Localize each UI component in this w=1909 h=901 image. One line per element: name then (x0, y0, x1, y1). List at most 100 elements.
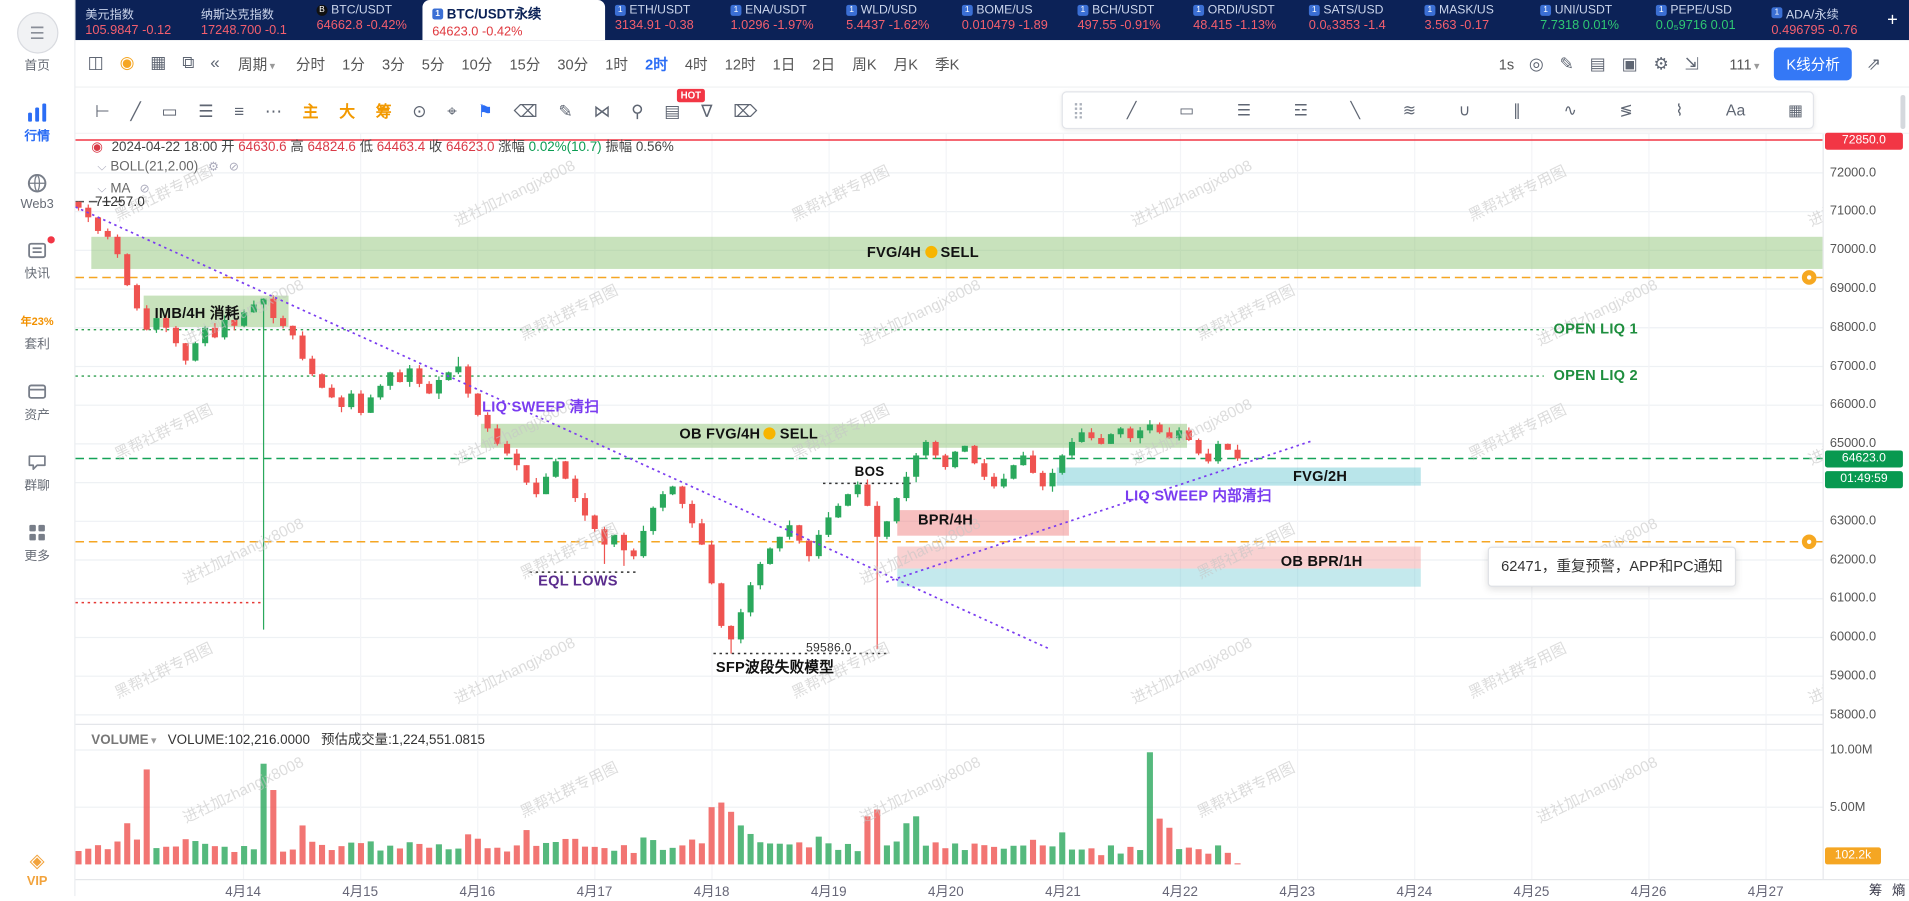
kline-analysis-button[interactable]: K线分析 (1774, 47, 1853, 81)
period-10分[interactable]: 10分 (461, 55, 493, 73)
draw-icon[interactable]: ✎ (1559, 52, 1574, 73)
ticker-MASK/US[interactable]: 1 MASK/US 3.563 -0.17 (1415, 0, 1531, 40)
ticker-ORDI/USDT[interactable]: 1 ORDI/USDT 48.415 -1.13% (1183, 0, 1299, 40)
annotation-lipsweep[interactable]: LIQ SWEEP 内部清扫 (1124, 486, 1272, 505)
channel-icon[interactable]: ≡ (234, 100, 245, 120)
indicator-boll[interactable]: ⌵ BOLL(21,2.00) ⚙ ⊘ (97, 159, 239, 175)
down-line-icon[interactable]: ╲ (1350, 100, 1361, 119)
chips-tool[interactable]: 筹 (1868, 883, 1883, 899)
hlines-icon[interactable]: ☰ (1236, 100, 1251, 119)
measure-icon[interactable]: ⋈ (593, 100, 611, 120)
sidebar-item-行情[interactable]: 行情 (0, 101, 74, 145)
multi-line-icon[interactable]: ☰ (198, 100, 214, 120)
sidebar-item-群聊[interactable]: 群聊 (0, 450, 74, 494)
period-1时[interactable]: 1时 (605, 55, 629, 73)
period-1日[interactable]: 1日 (772, 55, 796, 73)
ticker-BOME/US[interactable]: 1 BOME/US 0.010479 -1.89 (952, 0, 1068, 40)
ticker-WLD/USD[interactable]: 1 WLD/USD 5.4437 -1.62% (836, 0, 952, 40)
ticker-ETH/USDT[interactable]: 1 ETH/USDT 3134.91 -0.38 (605, 0, 721, 40)
hide-icon[interactable]: ⊘ (228, 160, 239, 175)
magnet-icon[interactable]: ⚲ (631, 100, 644, 120)
period-2时[interactable]: 2时 (645, 55, 668, 73)
ticker-SATS/USD[interactable]: 1 SATS/USD 0.0₆3353 -1.4 (1299, 0, 1415, 40)
right-scrollbar[interactable] (1900, 94, 1906, 130)
rectangle-icon[interactable]: ▭ (161, 100, 178, 120)
ticker-ENA/USDT[interactable]: 1 ENA/USDT 1.0296 -1.97% (721, 0, 837, 40)
settings-icon[interactable]: ⚙ (1653, 52, 1669, 73)
compare-icon[interactable]: ≶ (1619, 100, 1633, 119)
price-axis[interactable] (1822, 133, 1909, 880)
period-dropdown[interactable]: 周期 (238, 53, 275, 74)
fullscreen-icon[interactable]: ⇲ (1684, 52, 1699, 73)
share-icon[interactable]: ⇗ (1866, 53, 1881, 74)
period-30分[interactable]: 30分 (557, 55, 589, 73)
ticker-纳斯达克指数[interactable]: 纳斯达克指数 17248.700 -0.1 (191, 0, 307, 40)
trend-line-icon[interactable]: ╱ (130, 100, 141, 120)
ticker-UNI/USDT[interactable]: 1 UNI/USDT 7.7318 0.01% (1530, 0, 1646, 40)
drag-handle-icon[interactable]: ⣿ (1072, 100, 1085, 119)
sidebar-item-套利[interactable]: 年23% 套利 (0, 309, 74, 353)
collapse-left-icon[interactable]: « (210, 52, 220, 72)
ticker-ADA/永续[interactable]: 1 ADA/永续 0.496795 -0.76 (1762, 0, 1878, 40)
period-12时[interactable]: 12时 (724, 55, 756, 73)
annotation-fvg2h[interactable]: FVG/2H (1292, 467, 1348, 485)
export-image-icon[interactable]: ▣ (1621, 52, 1638, 73)
annotation-openliq2[interactable]: OPEN LIQ 2 (1553, 366, 1638, 384)
period-5分[interactable]: 5分 (421, 55, 445, 73)
ticker-PEPE/USD[interactable]: 1 PEPE/USD 0.0₅9716 0.01 (1646, 0, 1762, 40)
annotation-sfp[interactable]: SFP波段失败模型 (715, 658, 835, 676)
annotation-openliq1[interactable]: OPEN LIQ 1 (1553, 320, 1638, 338)
date-axis[interactable] (75, 879, 1909, 898)
add-ticker-button[interactable]: + (1880, 7, 1904, 31)
parallel-icon[interactable]: ∥ (1512, 100, 1521, 119)
hide-icon[interactable]: ⊘ (139, 182, 150, 197)
horizontal-line-icon[interactable]: ⊢ (94, 100, 110, 120)
app-logo[interactable]: ☰ (16, 12, 58, 54)
arc-icon[interactable]: ∪ (1458, 100, 1471, 119)
large-view-button[interactable]: 大 (339, 101, 356, 120)
annotation-bos[interactable]: BOS (854, 465, 885, 480)
layout-icon[interactable]: ▤ (1589, 52, 1606, 73)
period-3分[interactable]: 3分 (381, 55, 405, 73)
annotation-p71257[interactable]: 71257.0 (94, 194, 146, 210)
sidebar-item-vip[interactable]: ◈ VIP (0, 849, 74, 888)
line-icon[interactable]: ╱ (1126, 100, 1137, 119)
indicator-ma[interactable]: ⌵ MA ⊘ (97, 181, 150, 197)
sidebar-item-Web3[interactable]: Web3 (0, 172, 74, 212)
ticker-BTC/USDT[interactable]: B BTC/USDT 64662.8 -0.42% (307, 0, 423, 40)
rewards-icon[interactable]: ◉ (119, 52, 135, 72)
note-icon[interactable]: ▤ (664, 100, 681, 120)
period-15分[interactable]: 15分 (509, 55, 541, 73)
text-icon[interactable]: Aa (1725, 101, 1746, 120)
pattern-icon[interactable]: ☲ (1293, 100, 1308, 119)
flag-icon[interactable]: ⚑ (477, 100, 493, 120)
delete-icon[interactable]: ⌦ (733, 100, 758, 120)
annotation-sfp-price[interactable]: 59586.0 (805, 641, 852, 655)
period-季K[interactable]: 季K (935, 55, 960, 73)
calendar-icon[interactable]: ▦ (150, 52, 167, 72)
screenshot-icon[interactable]: ◎ (1528, 52, 1544, 73)
filter-icon[interactable]: ∇ (701, 100, 713, 120)
chart-type-icon[interactable]: ◫ (87, 52, 104, 72)
target-icon[interactable]: ⊙ (412, 100, 427, 120)
sine-icon[interactable]: ∿ (1563, 100, 1577, 119)
sidebar-item-更多[interactable]: 更多 (0, 521, 74, 565)
rect-icon[interactable]: ▭ (1179, 100, 1195, 119)
sidebar-item-资产[interactable]: 资产 (0, 380, 74, 424)
sidebar-item-home[interactable]: 首页 (24, 58, 50, 74)
cloud-drawings-count[interactable]: 111 (1729, 55, 1759, 72)
wave-icon[interactable]: ≋ (1402, 100, 1417, 119)
ticker-BCH/USDT[interactable]: 1 BCH/USDT 497.55 -0.91% (1068, 0, 1184, 40)
annotation-obfvg[interactable]: OB FVG/4H SELL (679, 424, 819, 442)
annotation-eql[interactable]: EQL LOWS (538, 572, 618, 590)
period-2日[interactable]: 2日 (812, 55, 836, 73)
eraser-icon[interactable]: ⌫ (513, 100, 538, 120)
chips-button[interactable]: 筹 (375, 101, 392, 120)
crosshair-icon[interactable]: ⌖ (447, 100, 457, 120)
period-周K[interactable]: 周K (852, 55, 877, 73)
settings-icon[interactable]: ⚙ (208, 160, 219, 175)
entropy-tool[interactable]: 熵 (1891, 883, 1906, 899)
annotation-imb4h[interactable]: IMB/4H 消耗 (154, 304, 240, 322)
annotation-liqsweep[interactable]: LIQ SWEEP 清扫 (482, 398, 600, 416)
